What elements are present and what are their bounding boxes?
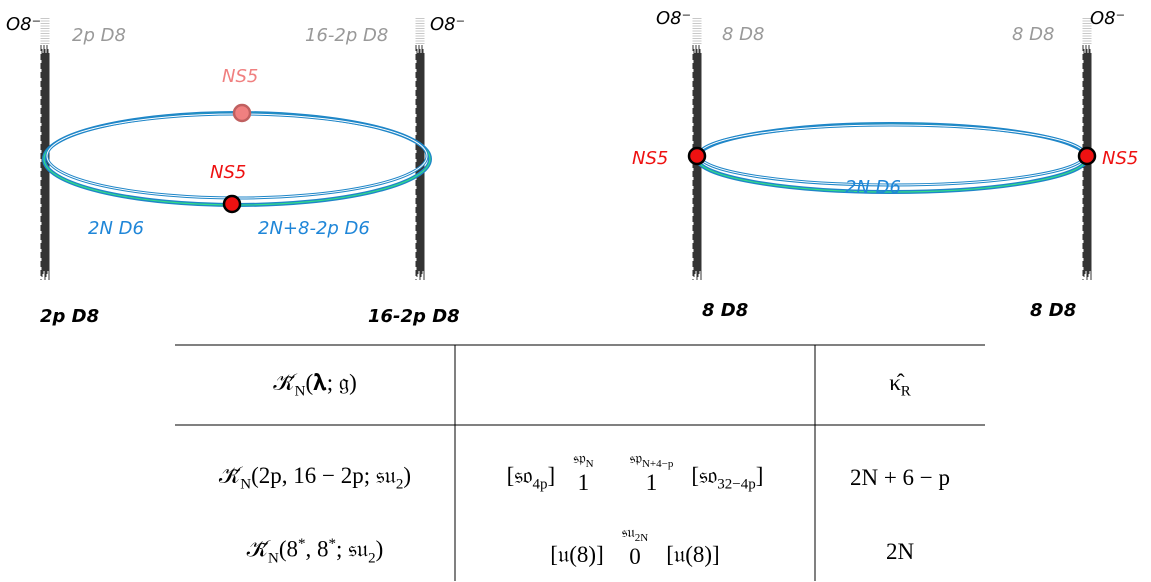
- diagram-label: 2p D8: [40, 306, 99, 327]
- table-rules: [175, 344, 985, 581]
- gauge-node: 𝔰𝔲2N 0: [622, 525, 648, 568]
- math-part: 𝒦̃: [246, 537, 269, 563]
- node-algebra: 𝔰𝔭N: [573, 451, 593, 472]
- node-rank: 1: [645, 469, 658, 495]
- math-part: ; 𝔰𝔲: [336, 537, 369, 563]
- math-part: 𝔰𝔭: [629, 450, 642, 467]
- math-part: (2p, 16 − 2p; 𝔰𝔲: [251, 462, 396, 488]
- gauge-node: 𝔰𝔭N+4−p 1: [630, 451, 674, 494]
- diagram-label: 2N D6: [845, 177, 901, 198]
- theory-cell: 𝒦̃N(2p, 16 − 2p; 𝔰𝔲2): [175, 448, 455, 508]
- math-part: 32−4p: [717, 476, 756, 493]
- math-part: N: [585, 457, 594, 470]
- math-part: , 8: [305, 537, 329, 563]
- diagram-label: 2N+8-2p D6: [258, 218, 370, 239]
- quiver-cell: [𝔰𝔬4p] 𝔰𝔭N 1 𝔰𝔭N+4−p 1 [𝔰𝔬32−4p]: [455, 442, 815, 502]
- diagram-label: O8⁻: [430, 14, 465, 35]
- math: 𝒦̃N(𝛌; 𝔤): [273, 370, 356, 401]
- diagram-label: NS5: [210, 162, 246, 183]
- theory-cell: 𝒦̃N(8*, 8*; 𝔰𝔲2): [175, 522, 455, 582]
- math: [𝔰𝔬4p] 𝔰𝔭N 1 𝔰𝔭N+4−p 1 [𝔰𝔬32−4p]: [507, 451, 764, 494]
- math-part: [𝔲(8)]: [666, 541, 720, 567]
- ns5-branes: [222, 103, 1097, 214]
- diagram-label: 8 D8: [722, 24, 765, 45]
- math-part: κ̂: [889, 369, 901, 395]
- math-part: 2: [368, 550, 376, 567]
- math-part: 2: [395, 476, 404, 493]
- math-part: *: [328, 536, 337, 553]
- math-part: [𝔰𝔬: [691, 462, 718, 488]
- header-theory: 𝒦̃N(𝛌; 𝔤): [175, 355, 455, 415]
- math-part: 2N: [634, 531, 649, 544]
- math-part: ]: [755, 462, 764, 488]
- math: κ̂R: [889, 370, 911, 401]
- left-d6-loops: [42, 111, 432, 207]
- diagram-label: 2p D8: [72, 25, 126, 46]
- math-part: [𝔰𝔬: [506, 462, 533, 488]
- math: 𝒦̃N(8*, 8*; 𝔰𝔲2): [247, 536, 384, 567]
- diagram-label: NS5: [1102, 148, 1138, 169]
- d8-stacks: [40, 18, 1092, 280]
- math-part: 𝔰𝔲: [621, 524, 635, 541]
- math: 𝒦̃N(2p, 16 − 2p; 𝔰𝔲2): [219, 463, 411, 494]
- header-kappa: κ̂R: [815, 355, 985, 415]
- math-part: (𝛌; 𝔤): [305, 369, 357, 395]
- math-part: ]: [547, 462, 556, 488]
- math: 2N: [886, 539, 914, 565]
- diagram-label: 16-2p D8: [368, 306, 460, 327]
- math-part: N: [240, 476, 252, 493]
- diagram-label: 8 D8: [1030, 300, 1076, 321]
- diagram-label: O8⁻: [1090, 8, 1125, 29]
- diagram-label: NS5: [222, 66, 258, 87]
- math-part: 4p: [532, 476, 548, 493]
- diagram-labels: O8⁻ 2p D8 16-2p D8 O8⁻ NS5 NS5 2N D6 2N+8-2p D6…: [6, 8, 1138, 327]
- math-part: N+4−p: [641, 457, 674, 470]
- math-part: R: [900, 383, 911, 400]
- math: 2N + 6 − p: [850, 465, 950, 491]
- diagram-label: O8⁻: [6, 14, 41, 35]
- math-part: ): [375, 537, 384, 563]
- diagram-label: 2N D6: [88, 218, 144, 239]
- node-rank: 0: [629, 543, 641, 569]
- math: [𝔲(8)] 𝔰𝔲2N 0 [𝔲(8)]: [550, 525, 719, 568]
- math-part: 𝒦̃: [273, 369, 295, 395]
- flavor: [𝔲(8)]: [666, 542, 719, 568]
- flavor: [𝔲(8)]: [550, 542, 603, 568]
- math-part: [𝔲(8)]: [550, 541, 604, 567]
- math-part: 2N + 6 − p: [849, 465, 951, 490]
- kappa-cell: 2N + 6 − p: [815, 448, 985, 508]
- node-rank: 1: [577, 469, 590, 495]
- math-part: *: [298, 536, 306, 553]
- math-part: 2N: [885, 539, 915, 564]
- diagram-label: NS5: [632, 148, 668, 169]
- diagram-label: 16-2p D8: [305, 25, 388, 46]
- math-part: N: [294, 383, 306, 400]
- flavor: [𝔰𝔬32−4p]: [691, 463, 763, 494]
- math-part: N: [268, 550, 279, 567]
- math-part: 𝒦̃: [218, 462, 241, 488]
- diagram-label: 8 D8: [702, 300, 748, 321]
- diagram-label: O8⁻: [656, 8, 691, 29]
- node-algebra: 𝔰𝔲2N: [622, 525, 648, 546]
- gauge-node: 𝔰𝔭N 1: [573, 451, 593, 494]
- math-part: 𝔰𝔭: [573, 450, 586, 467]
- node-algebra: 𝔰𝔭N+4−p: [630, 451, 674, 472]
- math-part: ): [403, 462, 412, 488]
- flavor: [𝔰𝔬4p]: [507, 463, 556, 494]
- quiver-cell: [𝔲(8)] 𝔰𝔲2N 0 [𝔲(8)]: [455, 516, 815, 576]
- kappa-cell: 2N: [815, 522, 985, 582]
- math-part: (8: [278, 537, 299, 563]
- diagram-label: 8 D8: [1012, 24, 1055, 45]
